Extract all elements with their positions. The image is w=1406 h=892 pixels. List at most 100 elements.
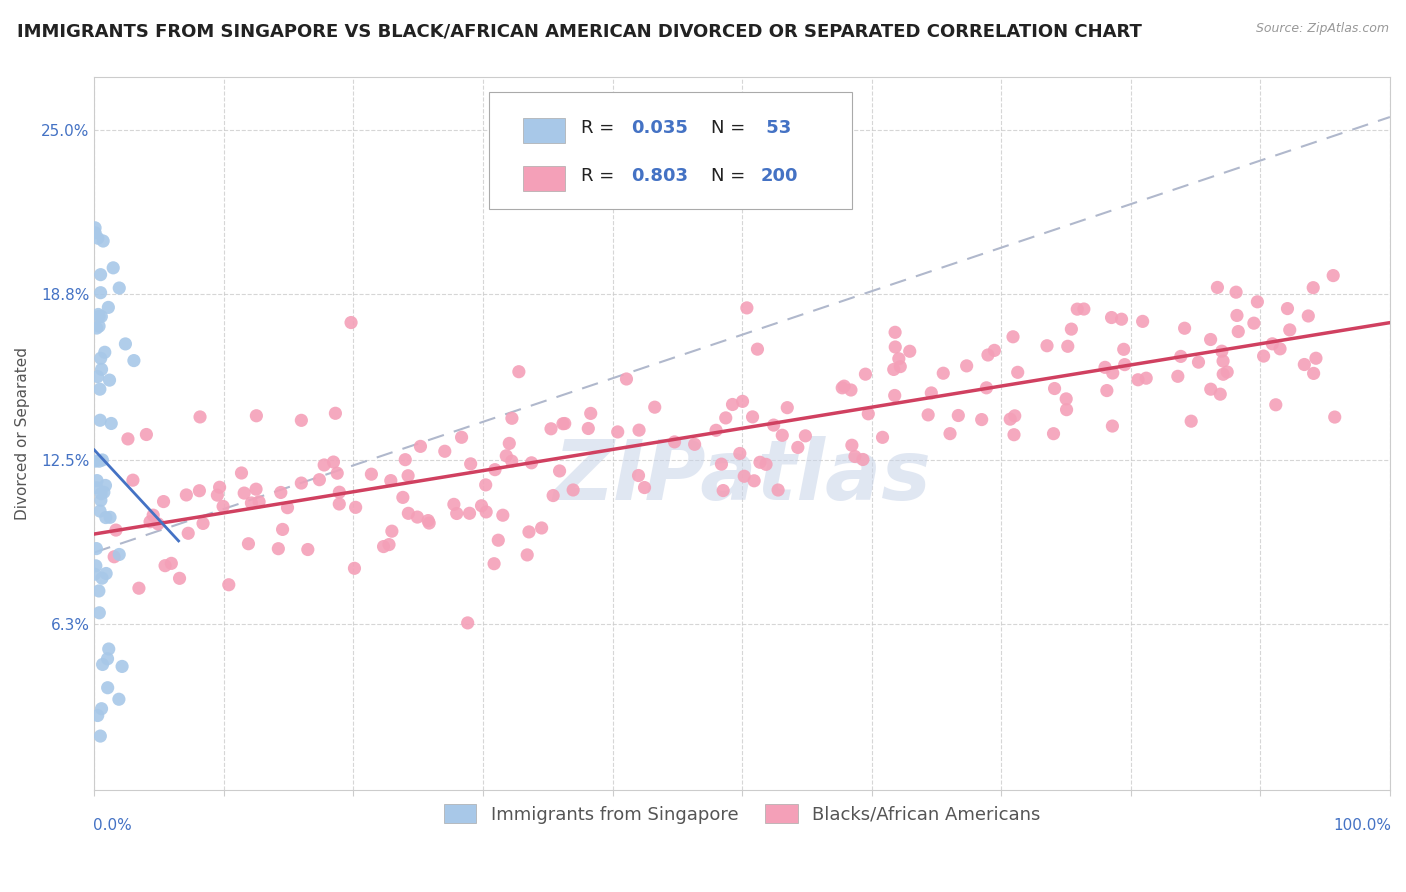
Point <box>1199 382 1222 396</box>
Point <box>1167 369 1189 384</box>
Point <box>396 506 419 520</box>
Point <box>977 348 1000 362</box>
Point <box>93 485 115 500</box>
Point <box>1056 339 1078 353</box>
Point <box>1036 339 1059 353</box>
Point <box>920 386 942 401</box>
Point <box>1227 325 1250 339</box>
Point <box>208 480 231 494</box>
Point <box>1101 419 1123 434</box>
Point <box>1212 354 1234 368</box>
Point <box>240 496 263 510</box>
Point <box>94 478 117 492</box>
Point <box>103 260 125 275</box>
Point <box>97 642 120 657</box>
Point <box>89 504 111 518</box>
Point <box>841 438 863 452</box>
Point <box>710 457 733 471</box>
Point <box>108 548 131 562</box>
Point <box>1268 342 1291 356</box>
Point <box>731 394 754 409</box>
Point <box>108 692 131 706</box>
Point <box>446 507 468 521</box>
Point <box>749 455 772 469</box>
Point <box>86 369 108 384</box>
Text: 0.0%: 0.0% <box>93 819 132 833</box>
Point <box>976 381 998 395</box>
Point <box>579 406 602 420</box>
Point <box>742 474 765 488</box>
Point <box>495 449 517 463</box>
Point <box>1126 373 1149 387</box>
Point <box>486 533 509 548</box>
Point <box>1007 365 1029 379</box>
Point <box>530 521 553 535</box>
Point <box>970 412 993 426</box>
Point <box>97 301 120 315</box>
FancyBboxPatch shape <box>523 119 565 144</box>
Point <box>152 494 174 508</box>
Point <box>94 566 117 581</box>
Point <box>628 423 651 437</box>
Point <box>554 417 576 431</box>
Point <box>218 578 240 592</box>
Point <box>939 426 962 441</box>
Point <box>91 657 114 672</box>
Point <box>1199 333 1222 347</box>
Point <box>90 362 112 376</box>
Point <box>325 406 347 420</box>
Point <box>83 567 105 582</box>
Legend: Immigrants from Singapore, Blacks/African Americans: Immigrants from Singapore, Blacks/Africa… <box>436 797 1047 830</box>
Text: N =: N = <box>711 167 751 185</box>
Point <box>245 482 267 496</box>
Point <box>98 373 121 387</box>
Point <box>89 454 111 468</box>
Point <box>1170 350 1192 364</box>
Text: ZIPatlas: ZIPatlas <box>553 436 931 517</box>
Point <box>1001 330 1024 344</box>
Text: R =: R = <box>582 167 620 185</box>
Point <box>1264 398 1286 412</box>
Point <box>770 428 793 442</box>
Point <box>267 541 290 556</box>
Point <box>396 468 419 483</box>
Text: IMMIGRANTS FROM SINGAPORE VS BLACK/AFRICAN AMERICAN DIVORCED OR SEPARATED CORREL: IMMIGRANTS FROM SINGAPORE VS BLACK/AFRIC… <box>17 22 1142 40</box>
Point <box>1101 366 1123 380</box>
Point <box>128 581 150 595</box>
Point <box>858 407 880 421</box>
Point <box>1043 382 1066 396</box>
Point <box>956 359 979 373</box>
Point <box>520 456 543 470</box>
Text: 100.0%: 100.0% <box>1333 819 1391 833</box>
Point <box>714 410 737 425</box>
Point <box>91 234 114 248</box>
FancyBboxPatch shape <box>489 92 852 210</box>
Point <box>1277 301 1299 316</box>
Point <box>1322 268 1344 283</box>
Point <box>1278 323 1301 337</box>
Point <box>406 510 429 524</box>
Text: R =: R = <box>582 120 620 137</box>
Point <box>416 514 439 528</box>
Point <box>541 489 564 503</box>
Point <box>1135 371 1157 385</box>
Point <box>1294 358 1316 372</box>
Point <box>89 729 111 743</box>
Point <box>1225 285 1247 300</box>
Point <box>117 432 139 446</box>
Point <box>887 351 910 366</box>
Point <box>704 423 727 437</box>
Point <box>1114 358 1136 372</box>
Point <box>207 488 229 502</box>
Point <box>188 483 211 498</box>
Point <box>1323 410 1346 425</box>
Point <box>762 418 785 433</box>
Point <box>948 409 970 423</box>
Point <box>733 469 755 483</box>
Point <box>247 495 270 509</box>
Point <box>90 310 112 324</box>
Point <box>340 316 363 330</box>
Point <box>1112 343 1135 357</box>
Point <box>146 516 169 531</box>
Point <box>844 450 866 464</box>
